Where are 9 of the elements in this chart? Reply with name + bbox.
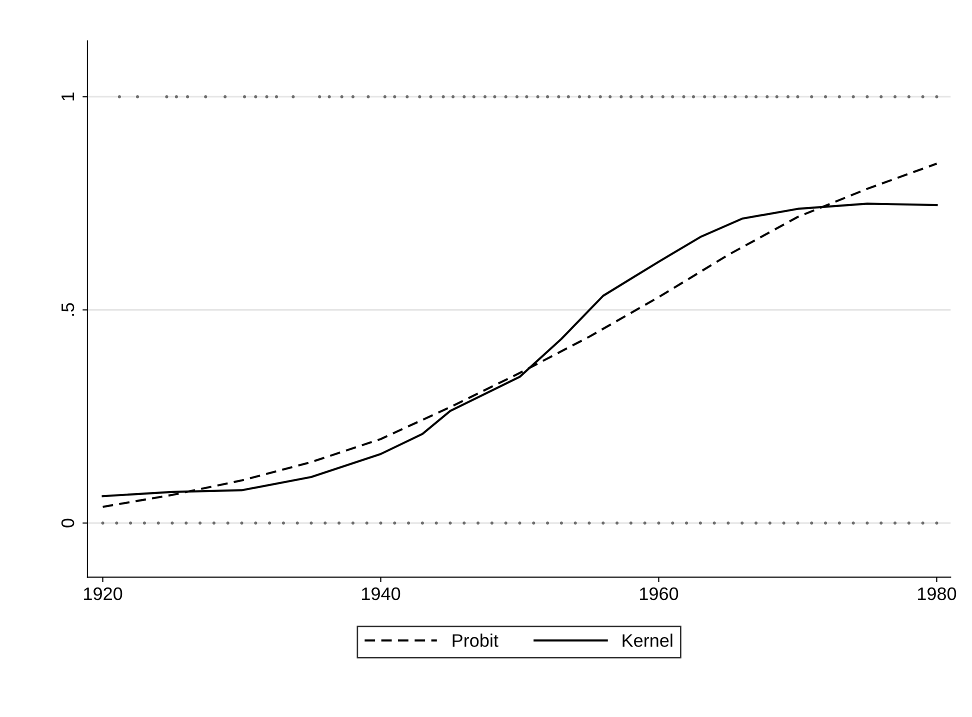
x-tick-label: 1960 [640, 587, 678, 600]
y-tick-label: .5 [62, 303, 74, 316]
y-tick-label: 0 [61, 518, 74, 528]
y-tick-label: 1 [62, 92, 74, 100]
x-tick-label: 1920 [84, 587, 122, 600]
x-tick-label: 1940 [362, 587, 400, 600]
legend-label: Probit [452, 634, 498, 647]
x-tick-label: 1980 [918, 587, 956, 600]
legend-label: Kernel [622, 634, 672, 647]
